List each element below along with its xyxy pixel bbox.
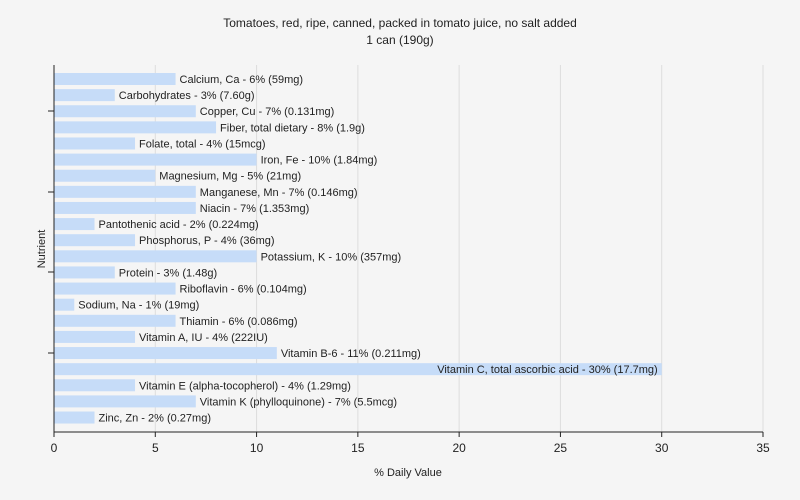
bar-label-6: Magnesium, Mg - 5% (21mg) (159, 171, 301, 183)
bar-label-11: Potassium, K - 10% (357mg) (261, 251, 402, 263)
x-tick-label-3: 15 (351, 441, 365, 455)
bar-label-4: Folate, total - 4% (15mcg) (139, 138, 266, 150)
bar-label-21: Zinc, Zn - 2% (0.27mg) (99, 413, 211, 425)
bar-2 (54, 105, 196, 118)
bar-5 (54, 153, 257, 166)
bar-label-19: Vitamin E (alpha-tocopherol) - 4% (1.29m… (139, 380, 351, 392)
bar-10 (54, 234, 136, 247)
bar-label-8: Niacin - 7% (1.353mg) (200, 203, 309, 215)
bar-11 (54, 250, 257, 263)
axes: 0 5 10 15 20 25 30 35 (48, 65, 770, 455)
bar-0 (54, 73, 176, 85)
bar-21 (54, 411, 95, 424)
bar-1 (54, 89, 115, 102)
x-axis-label: % Daily Value (374, 467, 442, 479)
x-tick-label-1: 5 (152, 441, 159, 455)
bar-label-3: Fiber, total dietary - 8% (1.9g) (220, 122, 365, 134)
bar-3 (54, 121, 217, 134)
bar-label-10: Phosphorus, P - 4% (36mg) (139, 235, 275, 247)
bar-label-16: Vitamin A, IU - 4% (222IU) (139, 332, 268, 344)
bar-9 (54, 218, 95, 231)
bar-4 (54, 137, 136, 150)
bar-label-5: Iron, Fe - 10% (1.84mg) (261, 155, 378, 167)
bar-6 (54, 169, 156, 182)
chart-subtitle: 1 can (190g) (366, 33, 433, 47)
bar-label-2: Copper, Cu - 7% (0.131mg) (200, 106, 335, 118)
y-axis-label: Nutrient (36, 230, 48, 269)
bar-17 (54, 347, 277, 360)
bar-18 (54, 363, 662, 376)
bar-8 (54, 201, 196, 214)
bar-label-7: Manganese, Mn - 7% (0.146mg) (200, 187, 358, 199)
bar-label-14: Sodium, Na - 1% (19mg) (78, 300, 199, 312)
bar-14 (54, 298, 75, 311)
bar-label-17: Vitamin B-6 - 11% (0.211mg) (281, 348, 421, 360)
bar-13 (54, 282, 176, 295)
bar-label-15: Thiamin - 6% (0.086mg) (180, 316, 298, 328)
grid-lines (154, 65, 764, 432)
x-tick-label-7: 35 (756, 441, 770, 455)
x-tick-label-5: 25 (554, 441, 568, 455)
x-tick-label-6: 30 (655, 441, 669, 455)
bar-label-18: Vitamin C, total ascorbic acid - 30% (17… (437, 364, 658, 376)
bar-label-12: Protein - 3% (1.48g) (119, 267, 217, 279)
bar-15 (54, 314, 176, 327)
x-tick-label-4: 20 (452, 441, 466, 455)
bar-16 (54, 330, 136, 343)
x-tick-label-2: 10 (250, 441, 264, 455)
chart-title: Tomatoes, red, ripe, canned, packed in t… (223, 16, 577, 30)
bar-label-9: Pantothenic acid - 2% (0.224mg) (99, 219, 259, 231)
bar-12 (54, 266, 115, 279)
bar-20 (54, 395, 196, 408)
bar-label-1: Carbohydrates - 3% (7.60g) (119, 90, 255, 102)
bar-7 (54, 185, 196, 198)
bar-label-13: Riboflavin - 6% (0.104mg) (180, 284, 307, 296)
bar-label-20: Vitamin K (phylloquinone) - 7% (5.5mcg) (200, 396, 397, 408)
x-tick-label-0: 0 (51, 441, 58, 455)
bars: Calcium, Ca - 6% (59mg) Carbohydrates - 3… (54, 73, 662, 425)
bar-label-0: Calcium, Ca - 6% (59mg) (180, 74, 303, 86)
bar-19 (54, 379, 136, 392)
